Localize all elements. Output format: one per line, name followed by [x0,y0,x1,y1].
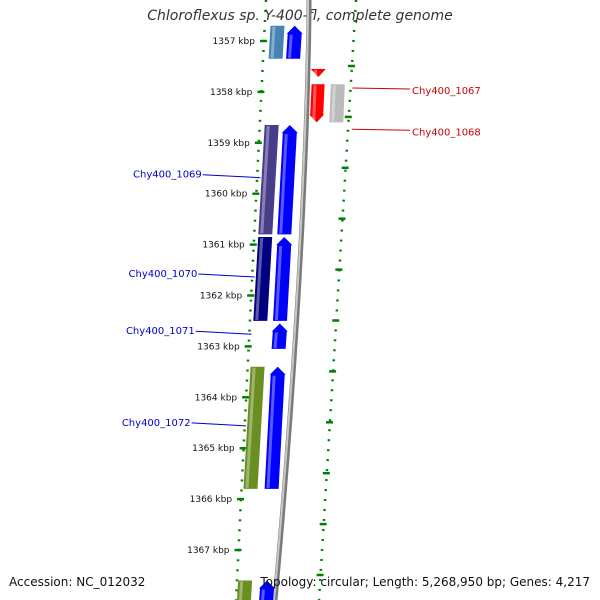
tick-label: 1357 kbp [213,37,256,47]
gene-label[interactable]: Chy400_1070 [129,269,198,280]
gene-label[interactable]: Chy400_1067 [412,86,481,97]
label-leader-line [191,422,247,427]
gene-chy400-1069-forward [277,125,298,235]
gene-chy400-1071-forward [271,323,288,349]
gene-chy400-1072-forward [264,366,286,489]
outer-dotted-ring [317,0,358,600]
gene-chy400-1072-category [243,366,265,489]
label-leader-line [198,273,255,278]
tick-label: 1359 kbp [207,139,250,149]
map-title: Chloroflexus sp. Y-400-fl, complete geno… [147,8,453,24]
gene-label[interactable]: Chy400_1071 [126,326,195,337]
gene-chy400-1068-category [329,84,345,123]
tick-label: 1364 kbp [195,393,238,403]
gene-chy400-1066-category [268,25,285,59]
tick-label: 1358 kbp [210,88,253,98]
label-leader-line [352,87,411,90]
gene-chy400-1073-forward [259,580,275,600]
gene-chy400-1068-reverse [309,84,325,123]
gene-chy400-1066-forward [286,25,303,59]
gene-label[interactable]: Chy400_1068 [412,127,481,138]
tick-label: 1362 kbp [200,292,243,302]
tick-label: 1365 kbp [192,444,235,454]
tick-label: 1367 kbp [187,546,230,556]
label-leader-line [351,128,411,131]
gene-label[interactable]: Chy400_1072 [122,418,191,429]
gene-chy400-1070-forward [273,237,293,321]
gene-chy400-1069-category [258,125,279,235]
gene-chy400-1067-reverse [310,69,326,77]
genome-summary: Topology: circular; Length: 5,268,950 bp… [260,575,590,589]
backbone-highlight [273,0,309,600]
gene-chy400-1073-category [236,580,253,600]
tick-label: 1360 kbp [205,190,248,200]
gene-chy400-1070-category [253,237,273,321]
tick-label: 1363 kbp [197,342,240,352]
tick-label: 1366 kbp [190,495,233,505]
label-leader-line [195,330,252,335]
accession-text: Accession: NC_012032 [9,575,146,589]
gene-label[interactable]: Chy400_1069 [133,170,202,181]
tick-label: 1361 kbp [202,241,245,251]
label-leader-line [202,174,261,179]
